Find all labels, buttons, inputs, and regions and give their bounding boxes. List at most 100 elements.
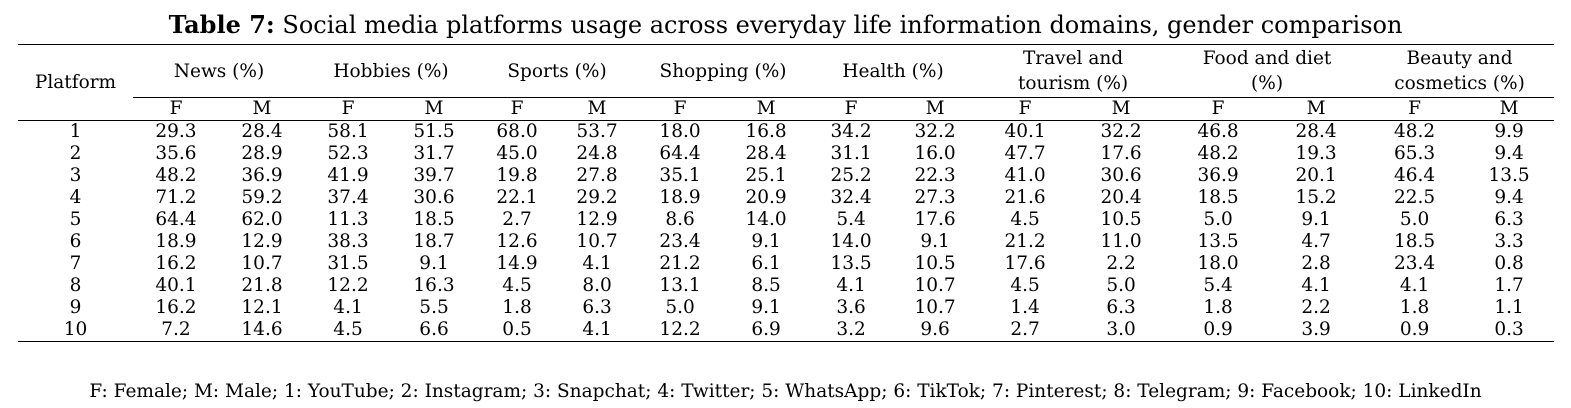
value-cell: 12.2	[327, 275, 369, 296]
value-cell: 13.5	[1488, 165, 1530, 186]
value-cell: 11.0	[1100, 231, 1142, 252]
gender-subheader: M	[723, 97, 810, 121]
gender-subheader: F	[637, 97, 724, 121]
value-cell: 3.2	[836, 319, 866, 340]
value-cell: 7.2	[161, 319, 191, 340]
value-cell: 0.5	[502, 319, 532, 340]
platform-cell: 5	[69, 209, 82, 230]
value-cell: 14.9	[496, 253, 538, 274]
value-cell: 5.4	[1203, 275, 1233, 296]
table-row: 10 7.2 14.6 4.5 6.6 0.5 4.1 12.2 6.9 3.2 9.6 2.7 3.0…	[18, 319, 1554, 342]
value-cell: 14.0	[830, 231, 872, 252]
platform-cell: 4	[69, 187, 82, 208]
value-cell: 1.4	[1010, 297, 1040, 318]
value-cell: 18.0	[1197, 253, 1239, 274]
value-cell: 46.8	[1197, 121, 1239, 142]
value-cell: 6.9	[751, 319, 781, 340]
value-cell: 4.1	[1301, 275, 1331, 296]
value-cell: 22.1	[496, 187, 538, 208]
value-cell: 21.8	[241, 275, 283, 296]
value-cell: 41.0	[1004, 165, 1046, 186]
value-cell: 6.3	[582, 297, 612, 318]
value-cell: 4.7	[1301, 231, 1331, 252]
gender-subheader: F	[1169, 97, 1268, 121]
value-cell: 27.8	[576, 165, 618, 186]
value-cell: 38.3	[327, 231, 369, 252]
value-cell: 23.4	[659, 231, 701, 252]
value-cell: 16.0	[914, 143, 956, 164]
value-cell: 18.0	[659, 121, 701, 142]
group-header-label: Sports (%)	[507, 60, 607, 82]
value-cell: 46.4	[1393, 165, 1436, 186]
value-cell: 31.7	[413, 143, 455, 164]
group-header: Sports (%)	[477, 45, 637, 98]
value-cell: 17.6	[914, 209, 956, 230]
gender-subheader: M	[219, 97, 306, 121]
value-cell: 6.1	[751, 253, 781, 274]
value-cell: 11.3	[327, 209, 369, 230]
gender-subheader: F	[477, 97, 558, 121]
value-cell: 10.7	[914, 297, 956, 318]
table-row: 8 40.1 21.8 12.2 16.3 4.5 8.0 13.1 8.5 4.1 10.7 4.5…	[18, 275, 1554, 297]
value-cell: 71.2	[155, 187, 197, 208]
group-header-label: Shopping (%)	[659, 60, 787, 82]
value-cell: 9.6	[920, 319, 950, 340]
value-cell: 19.3	[1295, 143, 1337, 164]
value-cell: 36.9	[241, 165, 283, 186]
value-cell: 0.9	[1203, 319, 1233, 340]
value-cell: 13.1	[659, 275, 701, 296]
usage-table: Platform News (%) Hobbies (%) Sports (%)…	[18, 44, 1555, 342]
value-cell: 10.7	[241, 253, 283, 274]
value-cell: 32.2	[1100, 121, 1142, 142]
value-cell: 22.5	[1393, 187, 1436, 208]
value-cell: 25.2	[830, 165, 872, 186]
table-footnote: F: Female; M: Male; 1: YouTube; 2: Insta…	[89, 381, 1482, 402]
table-row: 6 18.9 12.9 38.3 18.7 12.6 10.7 23.4 9.1 14.0 9.1 2…	[18, 231, 1554, 253]
value-cell: 40.1	[1004, 121, 1046, 142]
value-cell: 29.2	[576, 187, 618, 208]
value-cell: 53.7	[576, 121, 618, 142]
value-cell: 18.5	[1393, 231, 1436, 252]
platform-cell: 1	[69, 121, 82, 142]
value-cell: 39.7	[413, 165, 455, 186]
value-cell: 2.8	[1301, 253, 1331, 274]
value-cell: 10.7	[914, 275, 956, 296]
value-cell: 1.7	[1494, 275, 1524, 296]
platform-cell: 6	[69, 231, 82, 252]
value-cell: 12.6	[496, 231, 538, 252]
value-cell: 30.6	[413, 187, 455, 208]
value-cell: 12.1	[241, 297, 283, 318]
value-cell: 5.0	[1106, 275, 1136, 296]
value-cell: 22.3	[914, 165, 956, 186]
gender-subheader: M	[557, 97, 638, 121]
value-cell: 12.9	[576, 209, 618, 230]
platform-cell: 7	[69, 253, 82, 274]
gender-subheader: M	[391, 97, 478, 121]
value-cell: 37.4	[327, 187, 369, 208]
value-cell: 28.4	[241, 121, 283, 142]
value-cell: 16.3	[413, 275, 455, 296]
group-header-label: News (%)	[173, 60, 265, 82]
value-cell: 13.5	[1197, 231, 1239, 252]
value-cell: 3.9	[1301, 319, 1331, 340]
value-cell: 9.1	[751, 297, 781, 318]
value-cell: 5.0	[1399, 209, 1430, 230]
value-cell: 4.1	[836, 275, 866, 296]
value-cell: 64.4	[155, 209, 197, 230]
group-header: Food and diet (%)	[1169, 45, 1365, 98]
value-cell: 4.1	[582, 319, 612, 340]
value-cell: 2.7	[502, 209, 532, 230]
platform-cell: 10	[63, 319, 88, 340]
value-cell: 68.0	[496, 121, 538, 142]
value-cell: 5.5	[419, 297, 449, 318]
value-cell: 31.1	[830, 143, 872, 164]
value-cell: 29.3	[155, 121, 197, 142]
value-cell: 1.1	[1494, 297, 1524, 318]
value-cell: 48.2	[1393, 121, 1436, 142]
value-cell: 32.4	[830, 187, 872, 208]
value-cell: 3.6	[836, 297, 866, 318]
value-cell: 4.5	[333, 319, 363, 340]
value-cell: 12.2	[659, 319, 701, 340]
